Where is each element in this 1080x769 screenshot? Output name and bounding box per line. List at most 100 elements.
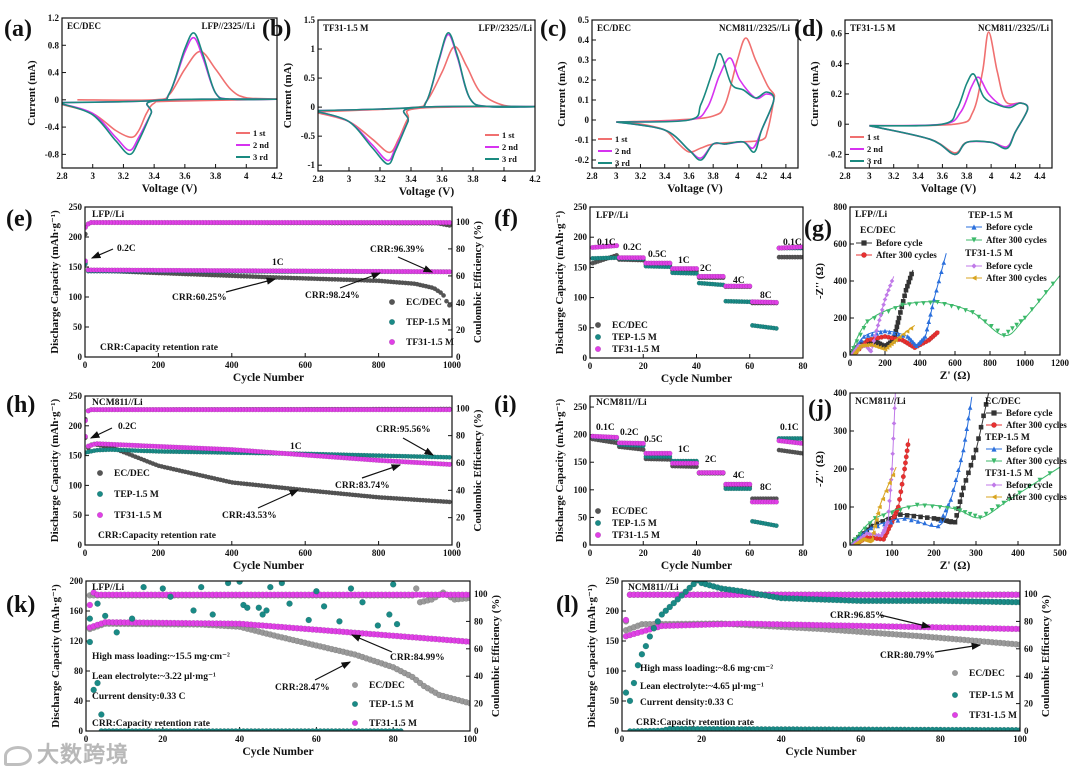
plot-frame [84, 395, 453, 546]
legend-item: 3 rd [598, 158, 630, 168]
x-tick-label: 200 [152, 548, 166, 558]
data-point [693, 266, 700, 272]
data-point [1010, 326, 1015, 331]
legend-item: 2 nd [598, 146, 631, 156]
x-tick-label: 40 [692, 548, 702, 558]
panel-label: (k) [6, 592, 35, 618]
data-point [336, 618, 343, 625]
data-point [136, 728, 143, 731]
series-before-cycle [850, 393, 990, 545]
legend-marker [971, 275, 977, 281]
y-tick-label: 0 [78, 352, 83, 362]
data-point [355, 728, 362, 731]
data-point [895, 518, 901, 523]
data-point [622, 616, 630, 624]
legend-label: 2 nd [615, 146, 631, 156]
y2-tick-label: 80 [474, 616, 484, 626]
legend-item: EC/DEC [96, 469, 150, 479]
legend-header: TF31-1.5 M [965, 249, 1013, 259]
data-point [667, 450, 673, 456]
data-point [935, 516, 941, 522]
series-tep-1-5-m [98, 728, 404, 731]
series-3-rd [318, 31, 535, 165]
data-point [983, 511, 989, 517]
data-point [658, 611, 665, 618]
data-point [630, 679, 638, 687]
data-point [221, 728, 228, 731]
legend-item: Before cycle [966, 222, 1033, 232]
data-point [952, 519, 958, 525]
data-point [887, 283, 893, 288]
legend-item: Before cycle [966, 261, 1033, 271]
x-axis-label: Z' (Ω) [940, 560, 971, 572]
x-tick-label: 3.2 [118, 171, 130, 181]
data-point [667, 260, 673, 266]
legend-marker [991, 446, 997, 452]
data-point [864, 342, 870, 348]
data-point [113, 728, 120, 731]
data-point [650, 625, 658, 632]
y-tick-label: 0.2 [578, 75, 590, 85]
data-point [872, 524, 878, 529]
data-point [865, 319, 870, 324]
data-point [914, 301, 919, 307]
legend-item: TEP-1.5 M [96, 490, 159, 500]
data-point [862, 526, 868, 532]
x-tick-label: 2.8 [586, 171, 598, 181]
panel-label: (i) [494, 392, 517, 418]
legend-item: 1 st [236, 128, 266, 138]
y-tick-label: 0 [583, 540, 588, 550]
data-point [352, 728, 358, 731]
panel-title-right: NCM811//2325//Li [719, 23, 791, 33]
data-point [886, 309, 891, 315]
y-tick-label: 0 [583, 353, 588, 363]
series-after-300-cycles [850, 275, 1060, 355]
y-tick-label: 160 [70, 606, 84, 616]
data-point [1001, 333, 1007, 338]
x-tick-label: 80 [799, 361, 809, 371]
data-point [197, 583, 205, 591]
annotation: 1C [272, 258, 284, 268]
y-axis-label: Discharge Capacity (mAh·g⁻¹) [554, 398, 566, 542]
data-point [225, 728, 231, 731]
data-point [278, 581, 286, 587]
cv-curve [869, 76, 1029, 156]
panel-a: (a) 2.8 3 3.2 3.4 3.6 3.8 4 4.2 -0.8 -0.4 0 0.4 0.8 1.… [4, 13, 283, 195]
data-point [882, 297, 888, 302]
x-tick-label: 4.2 [271, 171, 283, 181]
legend-label: Before cycle [876, 238, 923, 248]
data-point [892, 405, 897, 411]
data-point [921, 301, 926, 306]
x-axis-label: Cycle Number [233, 560, 304, 572]
data-point [978, 424, 984, 430]
data-point [976, 314, 982, 320]
plot-frame [61, 17, 278, 169]
annotation: CRR:Capacity retention rate [100, 343, 218, 353]
data-point [202, 728, 208, 731]
x-tick-label: 3 [90, 171, 95, 181]
data-point [398, 728, 404, 731]
x-tick-label: 1200 [1051, 358, 1070, 368]
data-point [959, 492, 965, 498]
data-point [175, 728, 181, 731]
y-tick-label: 0.1 [578, 95, 590, 105]
legend-item: 1 st [485, 130, 515, 140]
data-point [906, 279, 912, 285]
y2-tick-label: 80 [456, 244, 466, 254]
annotation: CRR:28.47% [275, 683, 330, 693]
x-axis-label: Cycle Number [233, 372, 304, 384]
legend-item: 2 nd [850, 144, 883, 154]
legend-marker [595, 322, 602, 329]
legend-marker [991, 482, 997, 488]
data-point [867, 531, 873, 537]
data-point [900, 299, 906, 304]
legend-header: TF31-1.5 M [985, 469, 1033, 479]
legend-label: 3 rd [253, 152, 268, 162]
data-point [877, 317, 882, 323]
data-point [886, 509, 891, 514]
series-3-rd [616, 52, 775, 161]
legend-item: Before cycle [986, 480, 1053, 490]
data-point [244, 728, 251, 731]
eis-line [850, 275, 1060, 355]
y-tick-label: 1.5 [304, 15, 316, 25]
